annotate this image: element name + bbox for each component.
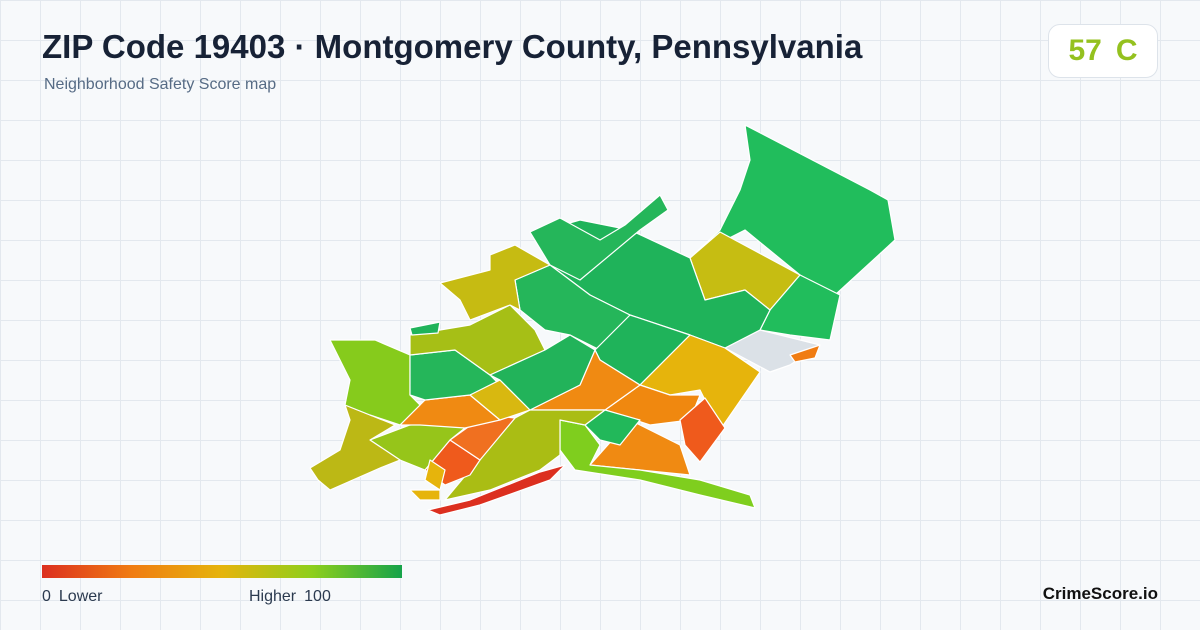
region — [559, 419, 756, 509]
legend-gradient — [42, 565, 402, 578]
region — [409, 489, 441, 501]
region — [489, 334, 596, 411]
score-grade: C — [1115, 34, 1138, 67]
region — [529, 194, 669, 281]
score-value: 57 — [1068, 34, 1102, 67]
region — [789, 344, 821, 363]
legend-max: 100 — [304, 588, 331, 605]
legend-min-label: Lower — [58, 588, 103, 605]
score-badge: 57 C — [1048, 24, 1158, 78]
region — [409, 321, 441, 336]
region — [424, 459, 446, 491]
region — [329, 339, 421, 426]
title: ZIP Code 19403 · Montgomery County, Penn… — [42, 28, 863, 65]
region — [679, 397, 726, 463]
legend-high: Higher 100 — [249, 588, 339, 606]
region — [309, 404, 401, 491]
legend-min: 0 — [42, 588, 51, 605]
brand: CrimeScore.io — [1042, 584, 1158, 603]
subtitle: Neighborhood Safety Score map — [44, 76, 277, 93]
region — [689, 124, 896, 296]
legend-low: 0 Lower — [42, 588, 110, 606]
region — [439, 244, 551, 321]
region — [427, 464, 566, 516]
legend-max-label: Higher — [249, 588, 297, 605]
